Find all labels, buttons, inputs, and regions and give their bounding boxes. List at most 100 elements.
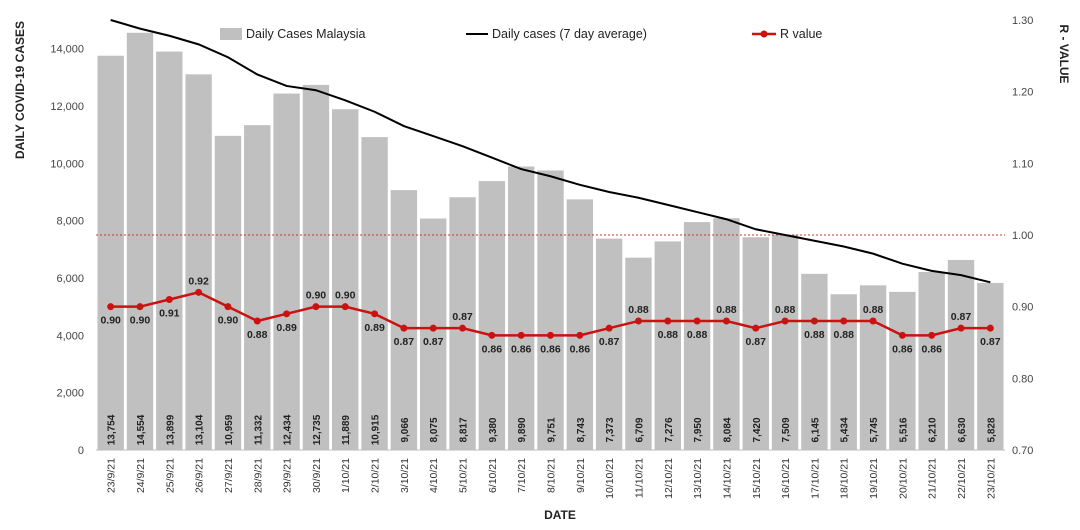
x-tick-label: 13/10/21 [692,458,704,499]
bar [566,199,594,450]
x-tick-label: 23/10/21 [985,458,997,499]
bar [801,273,828,450]
r-value-label: 0.88 [863,304,884,316]
r-value-point [517,331,525,339]
legend-label-r: R value [780,27,822,41]
bar-value-label: 7,276 [664,417,675,442]
x-tick-label: 29/9/21 [282,458,294,493]
r-value-label: 0.86 [511,343,532,355]
r-value-label: 0.87 [599,336,620,348]
x-tick-label: 26/9/21 [194,458,206,493]
x-tick-label: 6/10/21 [487,458,499,493]
x-tick-label: 19/10/21 [868,458,880,499]
r-value-point [810,317,818,325]
y-axis-title: DAILY COVID-19 CASES [13,21,27,159]
x-tick-label: 11/10/21 [633,458,645,498]
r-value-label: 0.90 [130,315,151,327]
bar [420,218,447,450]
r-value-label: 0.86 [921,343,942,355]
r-value-point [781,317,789,325]
x-axis-title: DATE [544,508,576,522]
x-tick-label: 30/9/21 [311,458,323,493]
x-tick-label: 4/10/21 [428,458,440,493]
y2-axis-title: R - VALUE [1057,24,1071,83]
bar [507,166,535,450]
r-value-point [224,303,232,311]
x-tick-label: 15/10/21 [751,458,763,499]
r-value-point [840,317,848,325]
r-value-label: 0.87 [980,336,1001,348]
r-value-label: 0.87 [746,336,767,348]
x-tick-label: 9/10/21 [575,458,587,493]
y2-tick-label: 1.30 [1012,15,1033,27]
r-value-label: 0.88 [687,329,708,341]
bar [449,197,476,450]
axes-layer: 0 2,000 4,000 6,000 8,000 10,000 12,000 14,000 0… [50,15,1033,499]
r-value-label: 0.90 [218,315,239,327]
x-tick-label: 2/10/21 [370,458,382,493]
x-tick-label: 1/10/21 [340,458,352,493]
bar-value-label: 5,434 [840,417,851,442]
r-value-point [957,324,965,332]
r-value-point [488,331,496,339]
x-tick-label: 5/10/21 [458,458,470,493]
bar-value-label: 14,554 [136,414,147,445]
bar-value-label: 8,084 [722,417,733,442]
x-tick-label: 7/10/21 [516,458,528,493]
bar-value-label: 5,745 [869,417,880,442]
bar [273,93,300,451]
bar-value-label: 8,817 [459,417,470,442]
bar [185,74,212,451]
r-value-label: 0.88 [658,329,679,341]
bar [156,51,183,450]
r-value-label: 0.86 [482,343,503,355]
r-value-label: 0.88 [247,329,268,341]
r-value-point [752,324,760,332]
bar-value-label: 9,380 [488,417,499,442]
r-value-label: 0.86 [570,343,591,355]
bar [654,241,681,450]
bar-value-label: 10,959 [224,414,235,445]
bar [889,291,916,450]
bar-value-label: 7,420 [752,417,763,442]
bar-value-label: 6,630 [957,417,968,442]
legend-marker-r [760,30,768,38]
r-value-label: 0.87 [452,311,473,323]
x-tick-label: 3/10/21 [399,458,411,493]
bar-value-label: 7,373 [605,417,616,442]
r-value-label: 0.91 [159,308,180,320]
bar [332,109,359,450]
r-value-point [136,303,144,311]
r-value-label: 0.89 [364,322,385,334]
bar [537,170,564,451]
y-tick-label: 12,000 [50,101,84,113]
bar-value-label: 6,709 [634,417,645,442]
bar [126,32,154,450]
bar [918,271,945,450]
y2-tick-label: 1.00 [1012,230,1033,242]
r-value-point [195,288,203,296]
bar [625,257,652,450]
x-tick-label: 21/10/21 [927,458,939,499]
legend-label-bars: Daily Cases Malaysia [246,27,366,41]
y-tick-label: 0 [78,445,84,457]
r-value-label: 0.88 [804,329,825,341]
x-tick-label: 8/10/21 [546,458,558,493]
bar-value-label: 13,899 [165,414,176,445]
r-value-point [371,310,379,318]
bar-value-label: 9,751 [547,417,558,442]
bar [742,237,769,450]
x-tick-label: 17/10/21 [809,458,821,499]
r-value-point [898,331,906,339]
r-value-label: 0.87 [423,336,444,348]
r-value-label: 0.87 [394,336,415,348]
bar-value-label: 10,915 [371,414,382,445]
y-tick-label: 2,000 [56,388,84,400]
bar-value-label: 5,516 [898,417,909,442]
x-tick-label: 14/10/21 [721,458,733,499]
r-value-point [928,331,936,339]
bar-value-label: 8,075 [429,417,440,442]
r-value-point [429,324,437,332]
